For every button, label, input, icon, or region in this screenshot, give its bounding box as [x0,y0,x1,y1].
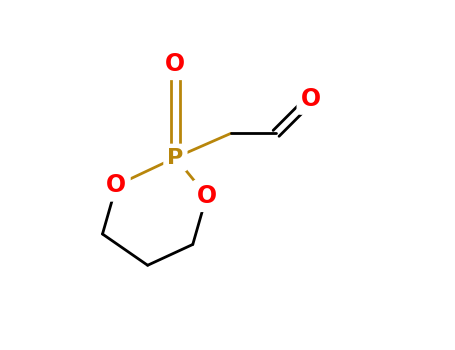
Text: O: O [165,52,186,76]
Text: O: O [197,184,217,208]
Text: O: O [301,86,321,111]
Text: O: O [106,173,126,197]
Text: P: P [167,148,183,168]
